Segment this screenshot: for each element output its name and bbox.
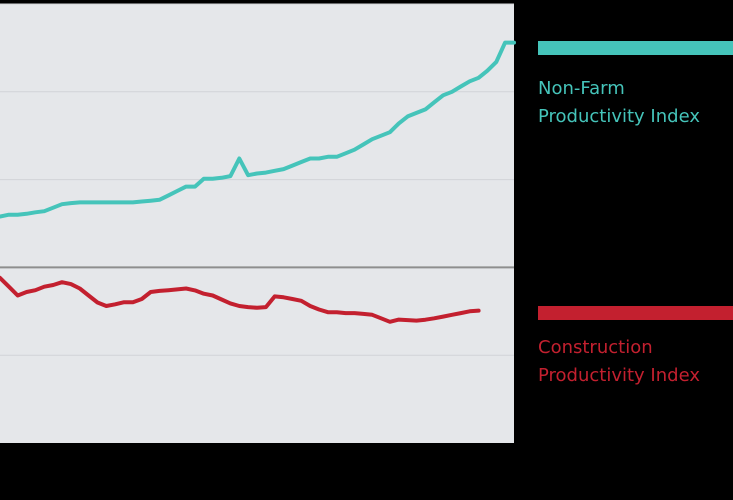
- legend-swatch-construction: [538, 306, 733, 320]
- legend-swatch-non-farm: [538, 41, 733, 55]
- series-line-construction: [0, 275, 481, 324]
- series-lines: [0, 40, 516, 324]
- legend: Non-Farm Productivity Index Construction…: [538, 41, 733, 386]
- legend-item-non-farm: Non-Farm Productivity Index: [538, 41, 733, 127]
- legend-label-non-farm-line1: Non-Farm: [538, 78, 625, 99]
- gridlines: [0, 3, 514, 356]
- legend-item-construction: Construction Productivity Index: [538, 306, 733, 386]
- series-line-non-farm: [0, 40, 516, 219]
- legend-label-non-farm-line2: Productivity Index: [538, 106, 700, 127]
- legend-label-construction-line1: Construction: [538, 337, 653, 358]
- legend-label-construction-line2: Productivity Index: [538, 365, 700, 386]
- plot-area: [0, 4, 514, 443]
